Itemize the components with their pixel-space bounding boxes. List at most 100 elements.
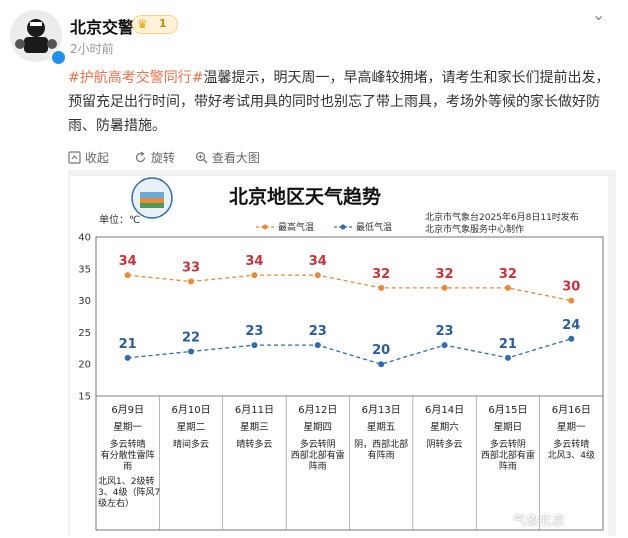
data-label-low: 23 bbox=[436, 324, 454, 339]
data-point-low bbox=[188, 348, 195, 355]
data-label-low: 24 bbox=[562, 318, 580, 333]
legend: 最高气温 最低气温 bbox=[256, 221, 392, 233]
legend-high: 最高气温 bbox=[278, 221, 314, 233]
day-weather: 多云转阴 bbox=[490, 438, 526, 450]
data-point-high bbox=[188, 278, 195, 285]
rotate-button[interactable]: 旋转 bbox=[134, 149, 175, 166]
y-tick-label: 20 bbox=[78, 360, 91, 371]
day-wind: 北风1、2级转 bbox=[98, 475, 154, 487]
rotate-icon bbox=[135, 151, 146, 163]
level-number: 1 bbox=[159, 17, 167, 30]
day-date: 6月16日 bbox=[552, 404, 591, 416]
day-date: 6月12日 bbox=[298, 404, 337, 416]
data-label-high: 30 bbox=[562, 280, 580, 295]
y-tick-label: 35 bbox=[78, 264, 91, 275]
data-label-low: 21 bbox=[499, 337, 517, 352]
data-point-high bbox=[504, 284, 511, 291]
legend-low: 最低气温 bbox=[356, 221, 392, 233]
data-point-low bbox=[504, 354, 511, 361]
forecast-chart: 北京地区天气趋势 单位：℃ 北京市气象台2025年6月8日11时发布 北京市气象… bbox=[70, 176, 608, 536]
day-weather: 多云转晴 bbox=[110, 438, 146, 450]
day-weather: 阴，西部北部 bbox=[354, 438, 408, 450]
data-point-low bbox=[568, 335, 575, 342]
level-badge[interactable]: ♛ 1 bbox=[132, 15, 178, 34]
data-point-low bbox=[378, 361, 385, 368]
day-weekday: 星期二 bbox=[177, 422, 206, 433]
day-weather: 阴转多云 bbox=[427, 438, 463, 450]
post-time[interactable]: 2小时前 bbox=[70, 42, 114, 56]
post-text: #护航高考交警同行#温馨提示，明天周一，早高峰较拥堵，请考生和家长们提前出发，预… bbox=[68, 66, 616, 138]
data-label-low: 23 bbox=[245, 324, 263, 339]
data-point-low bbox=[314, 342, 321, 349]
y-tick-label: 15 bbox=[78, 392, 91, 403]
post-body: 温馨提示，明天周一，早高峰较拥堵，请考生和家长们提前出发，预留充足出行时间，带好… bbox=[68, 70, 610, 134]
data-label-high: 32 bbox=[499, 267, 517, 282]
day-date: 6月14日 bbox=[425, 404, 464, 416]
data-label-low: 21 bbox=[119, 337, 137, 352]
watermark: 气象北京 bbox=[513, 514, 566, 529]
source-line-1: 北京市气象台2025年6月8日11时发布 bbox=[425, 211, 579, 223]
chevron-down-icon[interactable]: ⌄ bbox=[592, 5, 606, 24]
data-point-low bbox=[441, 342, 448, 349]
day-weekday: 星期四 bbox=[304, 422, 333, 433]
data-point-high bbox=[124, 272, 131, 279]
day-weather: 雨 bbox=[123, 461, 132, 472]
collapse-label: 收起 bbox=[84, 151, 109, 165]
data-point-high bbox=[251, 272, 258, 279]
series-line-high bbox=[127, 274, 572, 302]
data-label-high: 34 bbox=[119, 254, 137, 269]
data-label-high: 33 bbox=[182, 261, 200, 276]
day-weekday: 星期三 bbox=[240, 422, 269, 433]
chart-title: 北京地区天气趋势 bbox=[229, 185, 381, 208]
data-label-high: 34 bbox=[245, 254, 263, 269]
day-date: 6月13日 bbox=[362, 404, 401, 416]
avatar-image bbox=[10, 10, 62, 62]
data-label-high: 34 bbox=[309, 254, 327, 269]
y-tick-label: 30 bbox=[78, 296, 91, 307]
collapse-button[interactable]: 收起 bbox=[68, 149, 109, 166]
day-weather: 北风3、4级 bbox=[548, 449, 595, 461]
day-weekday: 星期五 bbox=[367, 422, 396, 433]
data-point-high bbox=[314, 272, 321, 279]
day-weather: 多云转晴 bbox=[553, 438, 589, 450]
day-weather: 有分散性雷阵 bbox=[101, 449, 155, 461]
data-label-high: 32 bbox=[436, 267, 454, 282]
day-date: 6月15日 bbox=[488, 404, 527, 416]
day-wind: 级左右） bbox=[98, 497, 134, 509]
view-large-button[interactable]: 查看大图 bbox=[195, 149, 260, 166]
day-weather: 阵雨 bbox=[499, 460, 517, 472]
verified-icon bbox=[50, 49, 67, 66]
weather-service-logo-icon bbox=[131, 177, 173, 219]
data-label-low: 22 bbox=[182, 330, 200, 345]
forecast-image[interactable]: 北京地区天气趋势 单位：℃ 北京市气象台2025年6月8日11时发布 北京市气象… bbox=[68, 170, 616, 536]
source-line-2: 北京市气象服务中心制作 bbox=[425, 223, 524, 235]
unit-label: 单位：℃ bbox=[99, 213, 140, 226]
crown-icon: ♛ bbox=[137, 17, 148, 31]
day-date: 6月10日 bbox=[172, 404, 211, 416]
day-weather: 晴转多云 bbox=[236, 438, 272, 450]
data-point-low bbox=[251, 342, 258, 349]
data-label-low: 23 bbox=[309, 324, 327, 339]
data-point-high bbox=[568, 297, 575, 304]
day-weather: 西部北部有雷 bbox=[481, 449, 535, 461]
day-wind: 3、4级（阵风7 bbox=[98, 486, 160, 498]
day-weekday: 星期一 bbox=[557, 422, 586, 433]
data-point-high bbox=[378, 284, 385, 291]
username[interactable]: 北京交警 bbox=[70, 18, 135, 37]
avatar[interactable] bbox=[10, 10, 62, 62]
magnifier-icon bbox=[195, 151, 208, 164]
day-weekday: 星期一 bbox=[113, 422, 142, 433]
day-weather: 阵雨 bbox=[309, 460, 327, 472]
data-label-high: 32 bbox=[372, 267, 390, 282]
rotate-label: 旋转 bbox=[150, 151, 175, 165]
day-weather: 晴间多云 bbox=[173, 438, 209, 450]
day-weekday: 星期六 bbox=[430, 421, 459, 433]
data-label-low: 20 bbox=[372, 343, 390, 358]
day-weather: 有阵雨 bbox=[368, 449, 395, 461]
day-date: 6月11日 bbox=[235, 404, 274, 416]
day-weekday: 星期日 bbox=[494, 422, 523, 433]
y-tick-label: 40 bbox=[78, 233, 91, 244]
hashtag-link[interactable]: #护航高考交警同行# bbox=[68, 70, 204, 86]
data-point-high bbox=[441, 284, 448, 291]
day-weather: 多云转阴 bbox=[300, 438, 336, 450]
